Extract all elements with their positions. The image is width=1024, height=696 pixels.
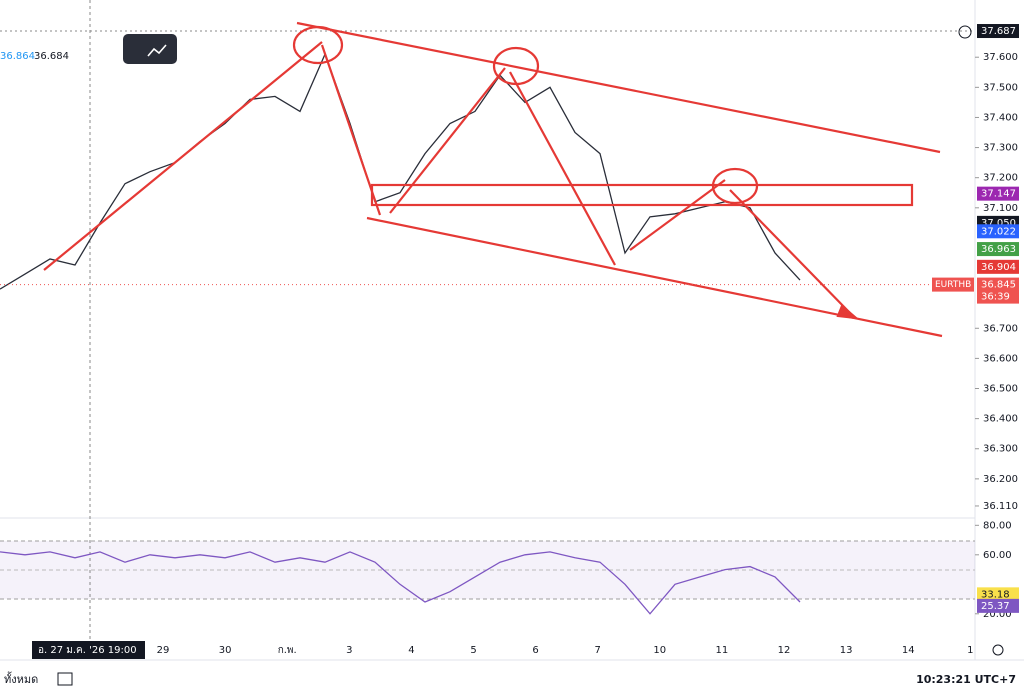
symbol-badge <box>932 277 974 292</box>
last-badge <box>977 277 1019 304</box>
y-tick-label: 60.00 <box>983 550 1012 561</box>
last-label: 36.845 <box>981 280 1016 291</box>
y-tick-label: 36.200 <box>983 474 1018 485</box>
footer-left[interactable]: ทั้งหมด <box>4 671 38 686</box>
series-line <box>0 52 801 290</box>
y-tick-label: 37.200 <box>983 173 1018 184</box>
x-tick-label: 11 <box>716 645 729 656</box>
x-tick-label: 30 <box>219 645 232 656</box>
x-tick-label: 1 <box>967 645 973 656</box>
y-tick-label: 36.500 <box>983 384 1018 395</box>
ma-value: 36.684 <box>34 51 69 62</box>
y-tick-label: 36.700 <box>983 323 1018 334</box>
x-tick-label: 12 <box>778 645 791 656</box>
x-tick-label: 5 <box>470 645 476 656</box>
crosshair-label: อ. 27 ม.ค. '26 19:00 <box>38 645 137 656</box>
symbol-label: EURTHB <box>935 280 971 290</box>
price-badge <box>977 259 1019 274</box>
crosshair-label-bg <box>32 641 145 659</box>
x-tick-label: ก.พ. <box>278 645 297 656</box>
price-badge-label: 36.904 <box>981 262 1016 273</box>
y-tick-label: 37.600 <box>983 52 1018 63</box>
y-tick-label: 37.500 <box>983 82 1018 93</box>
x-tick-label: 29 <box>157 645 170 656</box>
y-tick-label: 36.600 <box>983 353 1018 364</box>
price-badge-label: 25.37 <box>981 601 1010 612</box>
y-tick-label: 80.00 <box>983 520 1012 531</box>
y-tick-label: 37.400 <box>983 112 1018 123</box>
x-tick-label: 3 <box>346 645 352 656</box>
add-button[interactable] <box>958 25 972 39</box>
price-badge-label: 33.18 <box>981 589 1010 600</box>
price-badge <box>977 598 1019 613</box>
price-badge <box>977 587 1019 602</box>
y-tick-label: 37.300 <box>983 143 1018 154</box>
price-badge <box>977 186 1019 201</box>
price-badge <box>977 224 1019 239</box>
drawing-toolbar[interactable] <box>123 34 177 64</box>
series-line <box>0 551 801 615</box>
countdown: 36:39 <box>981 292 1010 303</box>
y-tick-label: 36.300 <box>983 444 1018 455</box>
ma-value: 36.864 <box>0 51 35 62</box>
price-badge <box>977 24 1019 39</box>
price-badge-label: 36.963 <box>981 244 1016 255</box>
price-badge-label: 37.147 <box>981 189 1016 200</box>
y-tick-label: 37.100 <box>983 203 1018 214</box>
y-tick-label: 20.00 <box>983 609 1012 620</box>
x-tick-label: 10 <box>653 645 666 656</box>
calendar-icon[interactable] <box>57 672 73 686</box>
toolbar-icon <box>147 44 167 57</box>
x-tick-label: 7 <box>595 645 601 656</box>
x-tick-label: 6 <box>532 645 538 656</box>
x-tick-label: 13 <box>840 645 853 656</box>
x-tick-label: 4 <box>408 645 414 656</box>
x-tick-label: 14 <box>902 645 915 656</box>
price-badge <box>977 242 1019 257</box>
clock: 10:23:21 UTC+7 <box>916 673 1016 686</box>
drawings <box>43 21 943 338</box>
y-tick-label: 36.400 <box>983 414 1018 425</box>
price-badge-label: 37.050 <box>981 218 1016 229</box>
settings[interactable] <box>992 644 1004 656</box>
price-badge-label: 37.687 <box>981 26 1016 37</box>
y-tick-label: 36.110 <box>983 501 1018 512</box>
price-badge-label: 37.022 <box>981 226 1016 237</box>
